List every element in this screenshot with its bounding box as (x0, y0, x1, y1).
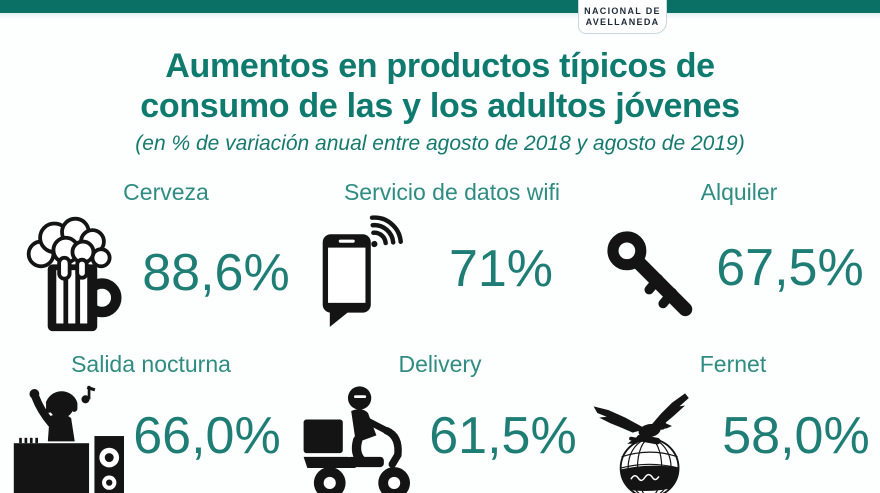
top-bar-shadow (0, 13, 880, 19)
title-line-2: consumo de las y los adultos jóvenes (140, 87, 740, 125)
key-icon (600, 222, 702, 326)
dj-speaker-icon (12, 382, 124, 493)
university-logo: NACIONAL DE AVELLANEDA (578, 0, 667, 34)
stat-value: 58,0% (722, 407, 870, 465)
stat-label: Alquiler (700, 179, 778, 205)
stat-label: Fernet (699, 351, 767, 377)
title-line-1: Aumentos en productos típicos de (165, 47, 715, 85)
fernet-eagle-globe-icon (588, 382, 714, 493)
stat-salida-nocturna: Salida nocturna (12, 350, 290, 493)
top-accent-bar (0, 0, 880, 13)
stat-fernet: Fernet (588, 350, 878, 493)
stat-wifi: Servicio de datos wifi (312, 178, 592, 328)
logo-line-1: NACIONAL DE (584, 5, 661, 16)
stat-delivery: Delivery (298, 350, 582, 493)
stat-cerveza: Cerveza (22, 178, 310, 336)
stat-value: 88,6% (142, 244, 290, 302)
logo-line-2: AVELLANEDA (585, 16, 660, 27)
page-title: Aumentos en productos típicos de consumo… (0, 46, 880, 126)
smartphone-wifi-icon (312, 210, 410, 328)
stat-value: 67,5% (716, 239, 864, 297)
stat-value: 66,0% (133, 407, 281, 465)
stat-alquiler: Alquiler 67,5% (600, 178, 878, 326)
beer-mug-icon (22, 210, 122, 336)
stat-value: 61,5% (429, 407, 577, 465)
stat-value: 71% (448, 240, 554, 298)
stat-label: Delivery (398, 351, 482, 377)
stat-label: Salida nocturna (71, 351, 231, 377)
page-subtitle: (en % de variación anual entre agosto de… (135, 132, 745, 155)
delivery-scooter-icon (298, 382, 424, 493)
stat-label: Cerveza (123, 179, 209, 205)
stat-label: Servicio de datos wifi (343, 179, 561, 205)
